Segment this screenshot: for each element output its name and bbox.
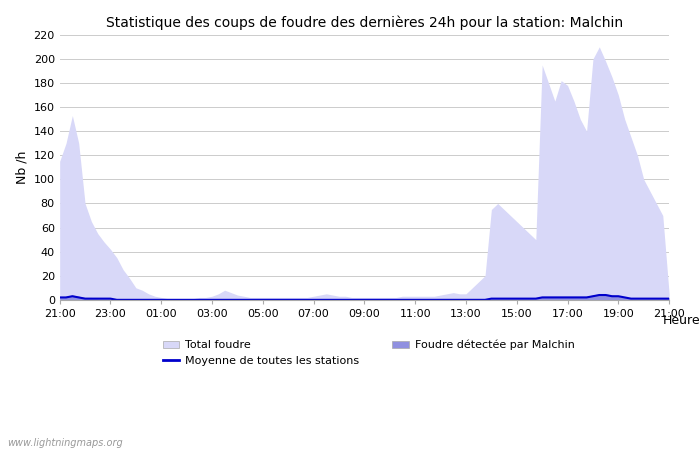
Y-axis label: Nb /h: Nb /h [15, 151, 28, 184]
Title: Statistique des coups de foudre des dernières 24h pour la station: Malchin: Statistique des coups de foudre des dern… [106, 15, 623, 30]
Legend: Total foudre, Moyenne de toutes les stations, Foudre détectée par Malchin: Total foudre, Moyenne de toutes les stat… [162, 340, 575, 366]
Text: www.lightningmaps.org: www.lightningmaps.org [7, 438, 122, 448]
X-axis label: Heure: Heure [662, 315, 700, 328]
